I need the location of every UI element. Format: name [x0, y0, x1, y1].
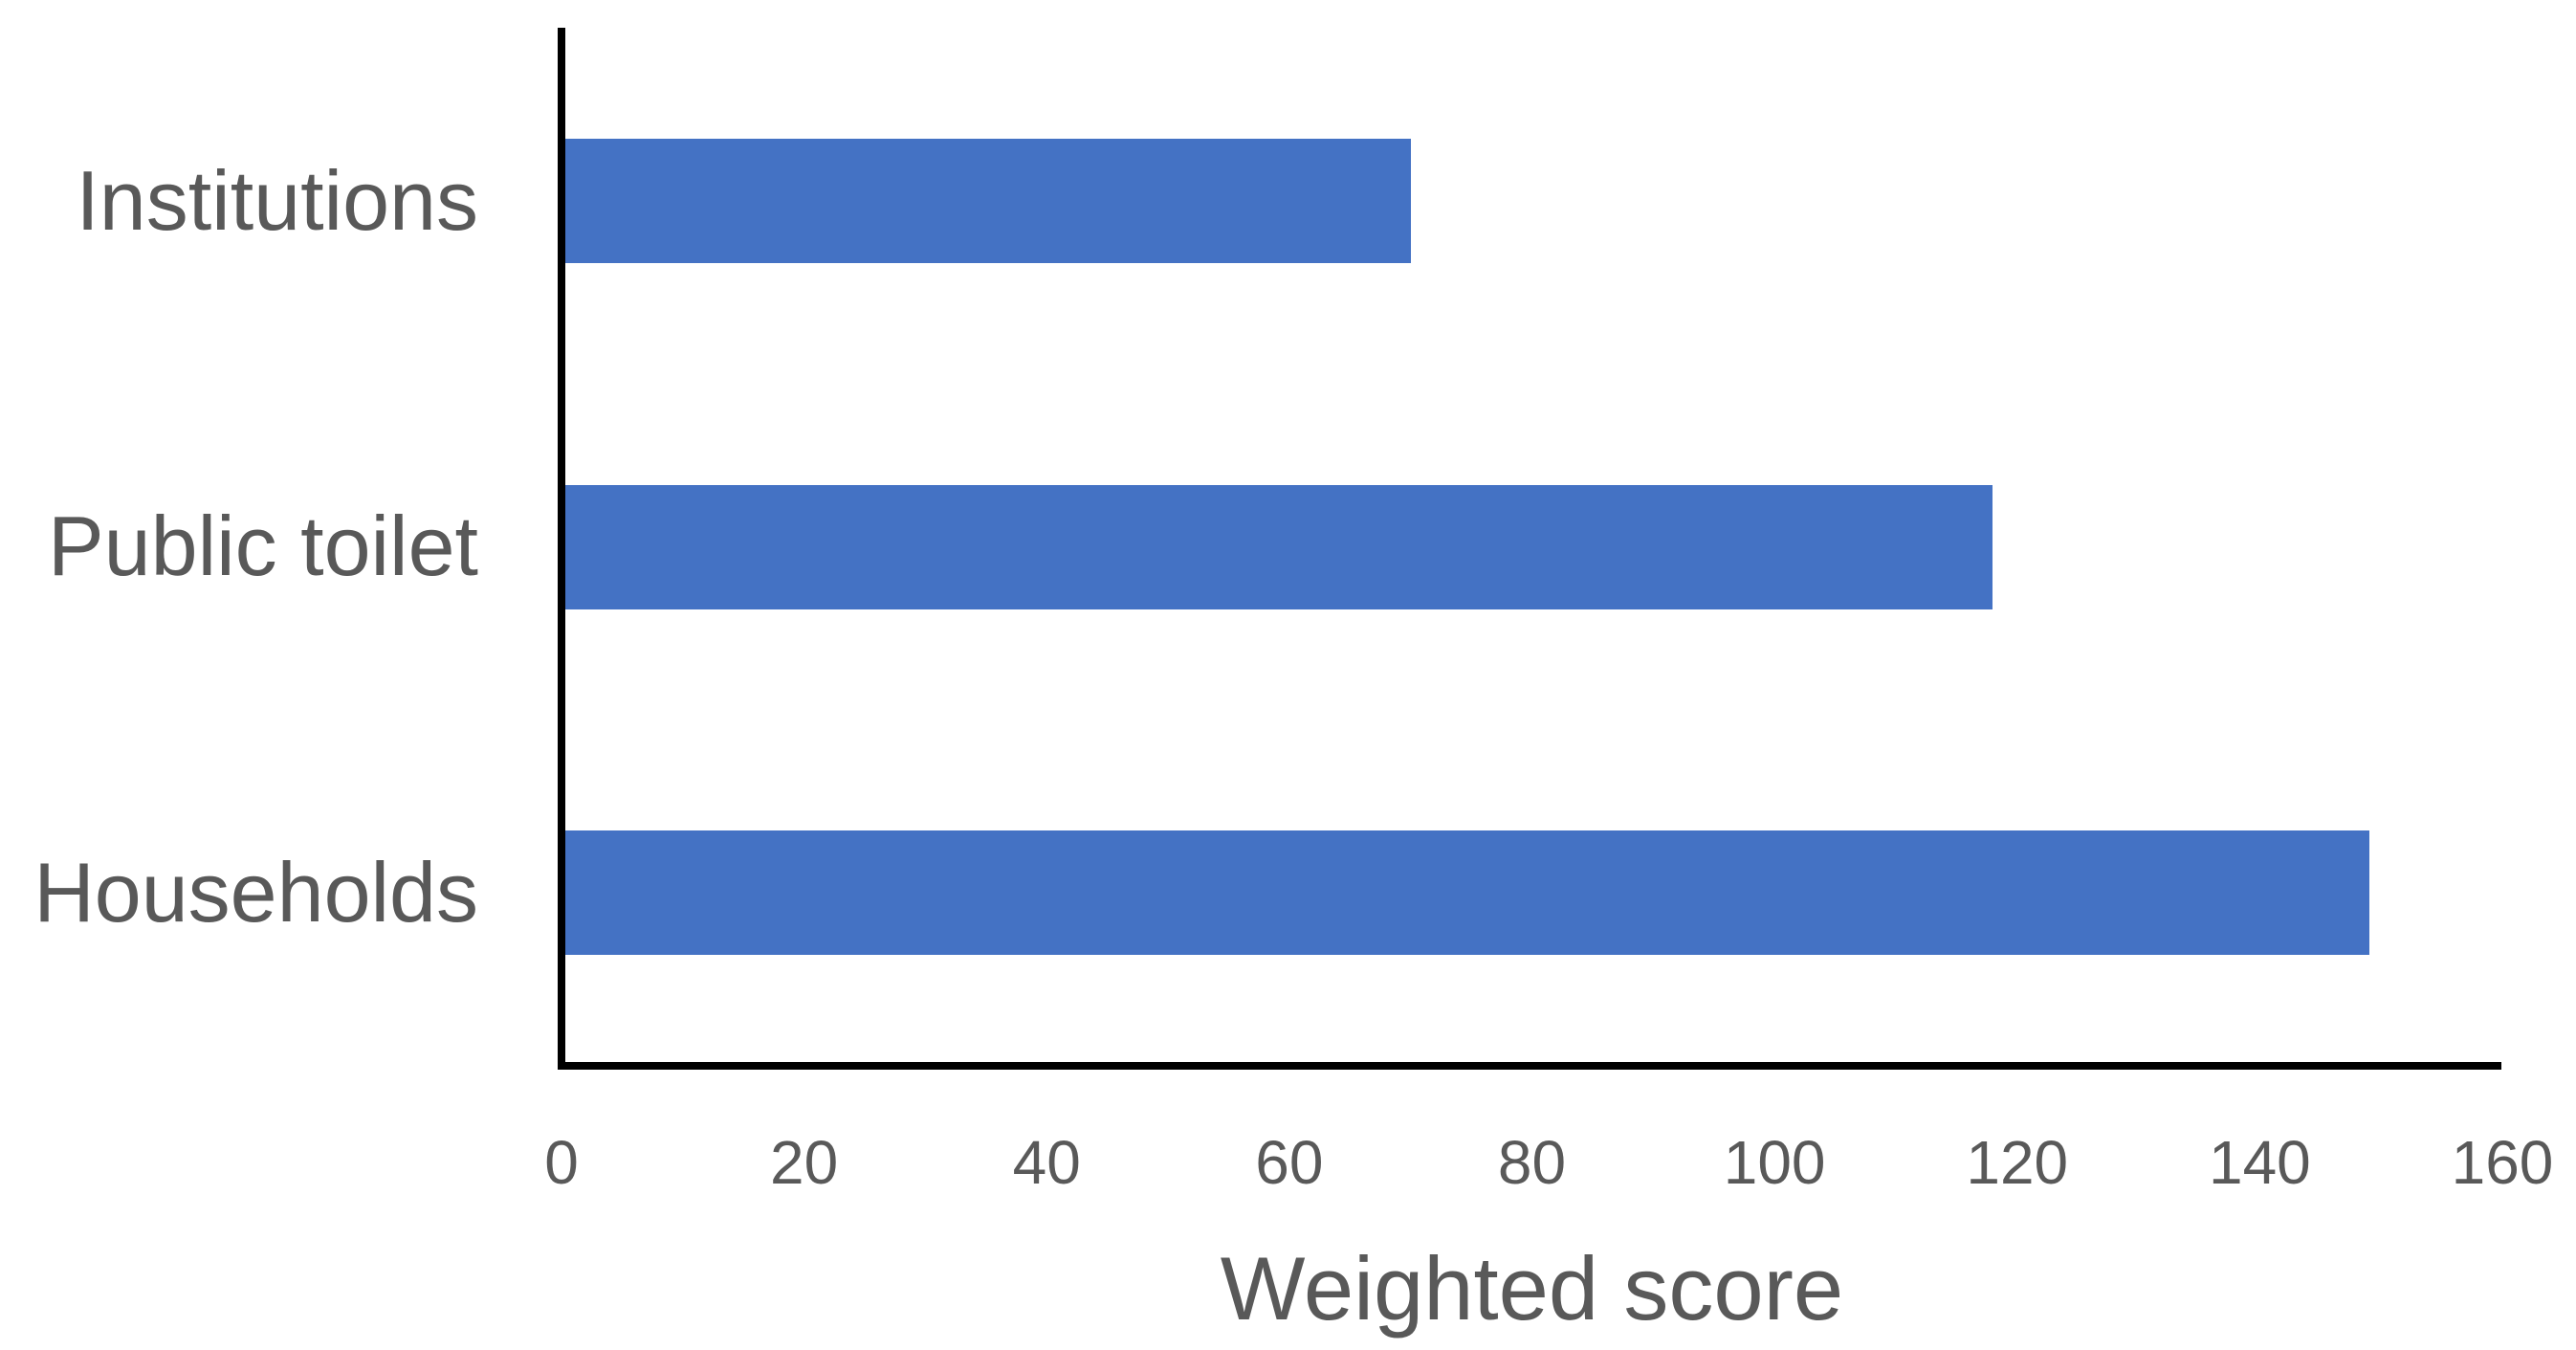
x-tick-label: 140: [2208, 1128, 2311, 1197]
x-tick-label: 80: [1497, 1128, 1567, 1197]
x-axis-line: [558, 1062, 2501, 1070]
bar-households: [561, 830, 2369, 956]
x-axis-title: Weighted score: [1220, 1238, 1844, 1339]
category-label: Institutions: [76, 152, 478, 248]
x-tick-label: 160: [2451, 1128, 2554, 1197]
bar-institutions: [561, 138, 1411, 263]
y-axis-line: [558, 28, 565, 1070]
plot-area: [561, 28, 2502, 1066]
x-tick-label: 20: [770, 1128, 839, 1197]
x-tick-label: 120: [1966, 1128, 2069, 1197]
x-tick-label: 100: [1723, 1128, 1826, 1197]
bar-public-toilet: [561, 484, 1993, 609]
category-label: Households: [33, 845, 478, 941]
x-tick-label: 60: [1255, 1128, 1324, 1197]
x-tick-label: 0: [544, 1128, 579, 1197]
x-tick-label: 40: [1012, 1128, 1081, 1197]
category-label: Public toilet: [47, 498, 478, 594]
